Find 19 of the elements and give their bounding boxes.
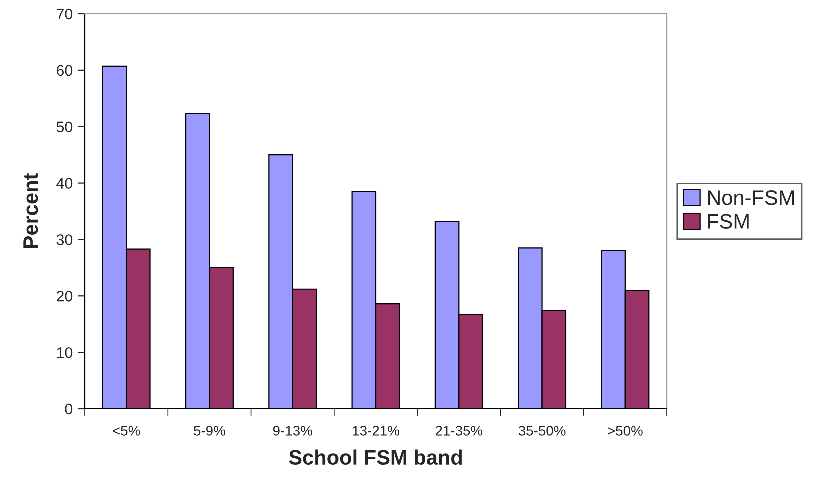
x-tick-label: 21-35% xyxy=(436,426,483,436)
x-tick-label: 9-13% xyxy=(273,426,312,436)
x-tick-label: <5% xyxy=(113,426,140,436)
legend-label: FSM xyxy=(708,214,749,229)
x-tick-label: 5-9% xyxy=(194,426,226,436)
y-tick-label: 70 xyxy=(56,8,73,20)
y-tick-label: 20 xyxy=(56,291,73,302)
legend-label: Non-FSM xyxy=(708,190,794,206)
y-tick-label: 40 xyxy=(56,178,73,189)
y-tick-label: 50 xyxy=(56,122,73,133)
x-tick-label: >50% xyxy=(608,426,643,436)
x-tick-label: 13-21% xyxy=(353,426,400,436)
y-tick-label: 30 xyxy=(56,234,73,246)
y-tick-label: 60 xyxy=(56,65,73,76)
x-tick-label: 35-50% xyxy=(518,426,566,436)
y-tick-label: 10 xyxy=(57,347,73,358)
y-axis-title: Percent xyxy=(24,174,38,248)
x-axis-title: School FSM band xyxy=(289,450,462,466)
y-tick-label: 0 xyxy=(65,404,73,415)
